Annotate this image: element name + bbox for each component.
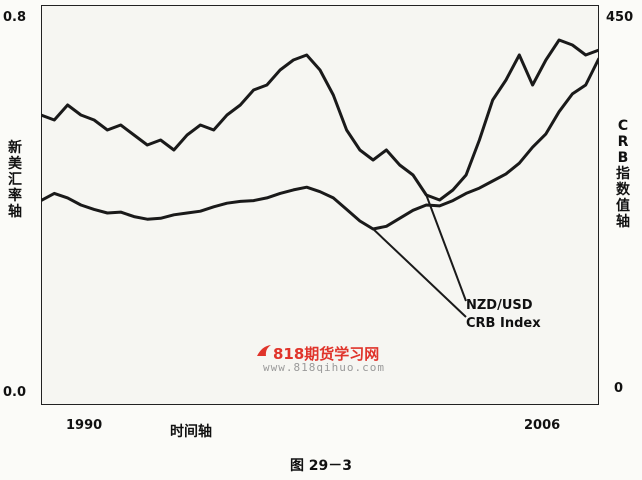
x-tick-1990: 1990 (66, 418, 103, 433)
y-left-label: 新美汇率轴 (8, 140, 22, 220)
x-axis-label: 时间轴 (170, 424, 212, 440)
annotation-leader-1 (372, 228, 467, 318)
y-right-tick-top: 450 (606, 10, 634, 25)
x-tick-2006: 2006 (524, 418, 561, 433)
series-line-crb-index (41, 57, 599, 231)
watermark-text: 818期货学习网 (273, 345, 380, 363)
y-left-tick-top: 0.8 (3, 10, 27, 25)
chart-svg (41, 38, 599, 318)
watermark-url: www.818qihuo.com (263, 361, 385, 374)
series-line-nzdusd (41, 38, 599, 202)
y-right-tick-bottom: 0 (614, 381, 624, 396)
watermark-flame-icon (257, 345, 271, 356)
figure-caption: 图 29－3 (289, 458, 353, 474)
annotation-nzdusd: NZD/USD (466, 298, 533, 313)
annotation-crb-index: CRB Index (466, 316, 541, 331)
annotation-leader-0 (425, 194, 467, 302)
y-left-tick-bottom: 0.0 (3, 385, 27, 400)
